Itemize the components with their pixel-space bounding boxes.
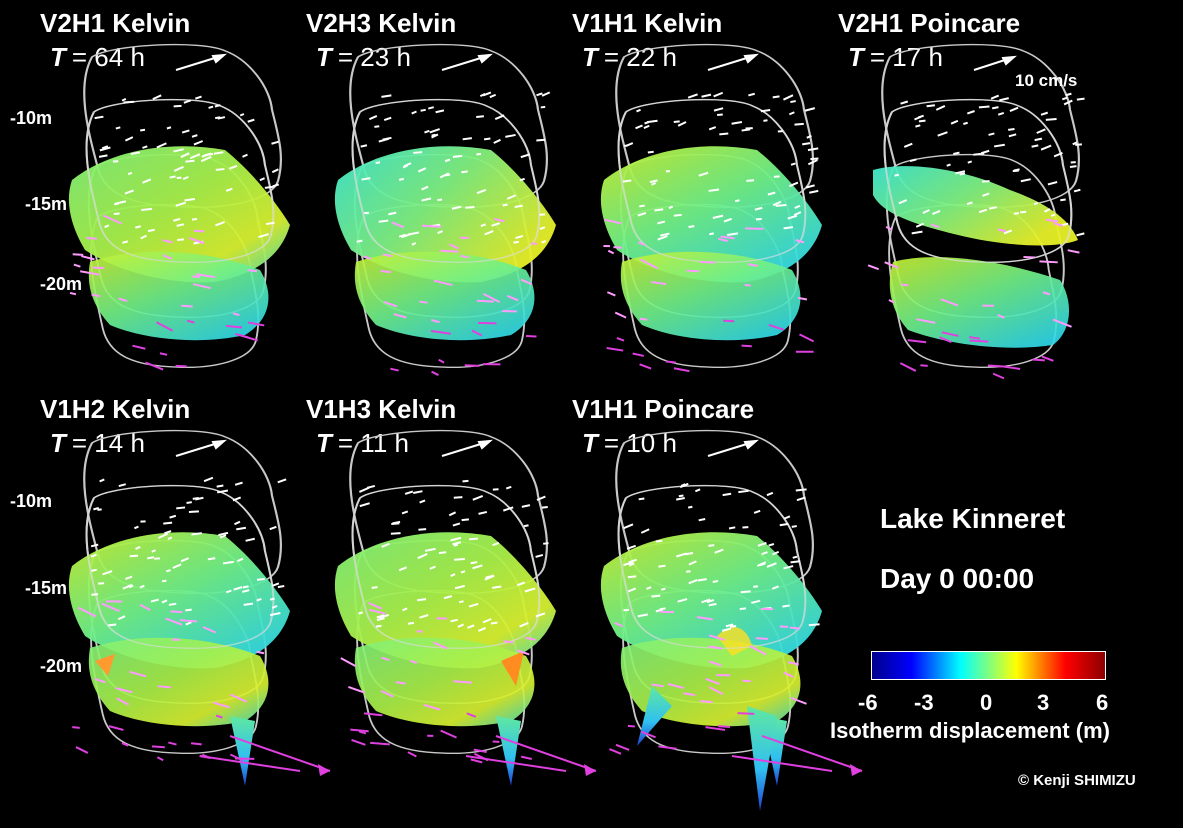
lake-basin-3d [68,429,331,786]
panel-v2h1-kelvin: V2H1 Kelvin T = 64 h [0,0,295,410]
panel-title: V2H3 Kelvin [306,8,457,38]
panel-v1h2-kelvin: V1H2 Kelvin T = 14 h [0,386,295,796]
panel-period: T = 64 h [50,42,145,72]
panel-v1h1-poincare: V1H1 Poincare T = 10 h [532,386,827,796]
panel-title: V1H2 Kelvin [40,394,191,424]
depth-label-15m-bottom: -15m [25,578,68,598]
colorbar-tick-3: 3 [1037,690,1050,715]
depth-label-10m-top: -10m [10,108,53,128]
panel-v2h1-poincare: V2H1 Poincare T = 17 h [798,0,1093,410]
velocity-scale-label: 10 cm/s [1015,71,1078,90]
panel-period: T = 17 h [848,42,943,72]
time-label: Day 0 00:00 [880,563,1035,594]
panel-v1h1-kelvin: V1H1 Kelvin T = 22 h [532,0,827,410]
panel-title: V1H1 Poincare [572,394,755,424]
lake-basin-3d [600,43,822,373]
depth-label-10m-bottom: -10m [10,491,53,511]
lake-name: Lake Kinneret [880,503,1066,534]
colorbar-title: Isotherm displacement (m) [830,718,1110,743]
credit: © Kenji SHIMIZU [1018,772,1136,789]
panel-title: V1H3 Kelvin [306,394,457,424]
panel-title: V1H1 Kelvin [572,8,723,38]
panel-title: V2H1 Kelvin [40,8,191,38]
colorbar-tick-neg3: -3 [914,690,934,715]
lake-basin-3d [867,43,1085,380]
depth-label-20m-bottom: -20m [40,656,83,676]
depth-label-15m-top: -15m [25,194,68,214]
depth-label-20m-top: -20m [40,274,83,294]
colorbar-tick-6: 6 [1096,690,1109,715]
panel-v2h3-kelvin: V2H3 Kelvin T = 23 h [266,0,561,410]
colorbar-tick-neg6: -6 [858,690,878,715]
scale-arrows [175,53,1017,457]
lake-basin-3d [68,43,290,371]
colorbar-tick-0: 0 [980,690,993,715]
lake-basin-3d [334,429,597,786]
panel-title: V2H1 Poincare [838,8,1021,38]
lake-basin-3d [600,429,863,811]
colorbar [871,651,1106,680]
lake-basin-3d [334,43,556,376]
panel-period: T = 22 h [582,42,677,72]
